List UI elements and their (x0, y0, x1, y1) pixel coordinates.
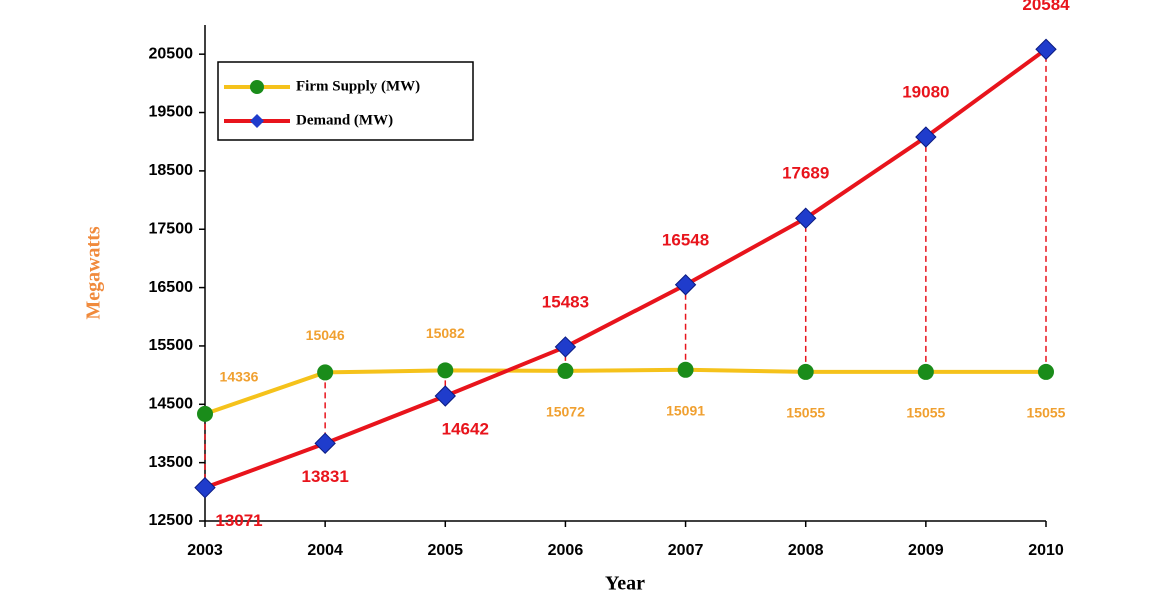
data-label: 15082 (426, 325, 465, 341)
point (434, 385, 456, 407)
data-label: 17689 (782, 164, 829, 183)
legend-marker (250, 114, 264, 128)
point (677, 361, 694, 378)
x-tick-label: 2005 (427, 542, 463, 559)
x-tick-label: 2006 (548, 542, 584, 559)
point (1038, 363, 1054, 380)
data-label: 20584 (1022, 0, 1070, 14)
point (194, 476, 216, 499)
y-tick-label: 12500 (149, 512, 194, 529)
data-label: 19080 (902, 83, 949, 102)
y-tick-label: 16500 (149, 279, 194, 296)
legend-marker (250, 80, 264, 94)
point (437, 362, 454, 379)
x-tick-label: 2008 (788, 542, 824, 559)
point (317, 364, 334, 381)
y-tick-label: 13500 (149, 454, 194, 471)
data-label: 15072 (546, 404, 585, 420)
data-label: 13831 (302, 467, 349, 486)
point (197, 405, 213, 422)
series-line (204, 47, 1048, 490)
legend-label: Demand (MW) (296, 112, 393, 128)
data-label: 15046 (306, 327, 345, 343)
point (795, 207, 817, 229)
point (917, 363, 934, 380)
y-tick-label: 18500 (149, 162, 194, 179)
data-label: 15483 (542, 292, 589, 311)
data-label: 15091 (666, 403, 705, 419)
point (554, 336, 577, 358)
point (1035, 38, 1057, 60)
data-label: 13071 (215, 511, 262, 530)
data-label: 15055 (906, 405, 945, 421)
x-tick-label: 2004 (307, 542, 343, 559)
point (674, 274, 697, 296)
y-tick-label: 17500 (149, 220, 194, 237)
x-tick-label: 2009 (908, 542, 944, 559)
x-tick-label: 2003 (187, 542, 223, 559)
y-tick-label: 15500 (149, 337, 194, 354)
data-label: 16548 (662, 230, 709, 249)
point (915, 126, 937, 148)
data-label: 14336 (220, 369, 259, 385)
x-tick-label: 2010 (1028, 542, 1064, 559)
point (314, 432, 336, 455)
data-label: 15055 (1027, 405, 1066, 421)
legend-box (217, 61, 474, 141)
y-tick-label: 20500 (149, 45, 194, 62)
point (557, 362, 574, 379)
y-tick-label: 19500 (149, 104, 194, 121)
series-line (204, 367, 1046, 416)
legend-label: Firm Supply (MW) (296, 78, 420, 94)
data-label: 14642 (442, 419, 489, 438)
data-label: 15055 (786, 405, 825, 421)
point (797, 363, 814, 380)
y-tick-label: 14500 (149, 396, 194, 413)
y-axis-label: Megawatts (83, 226, 105, 320)
x-axis-label: Year (605, 573, 645, 595)
x-tick-label: 2007 (668, 542, 704, 559)
